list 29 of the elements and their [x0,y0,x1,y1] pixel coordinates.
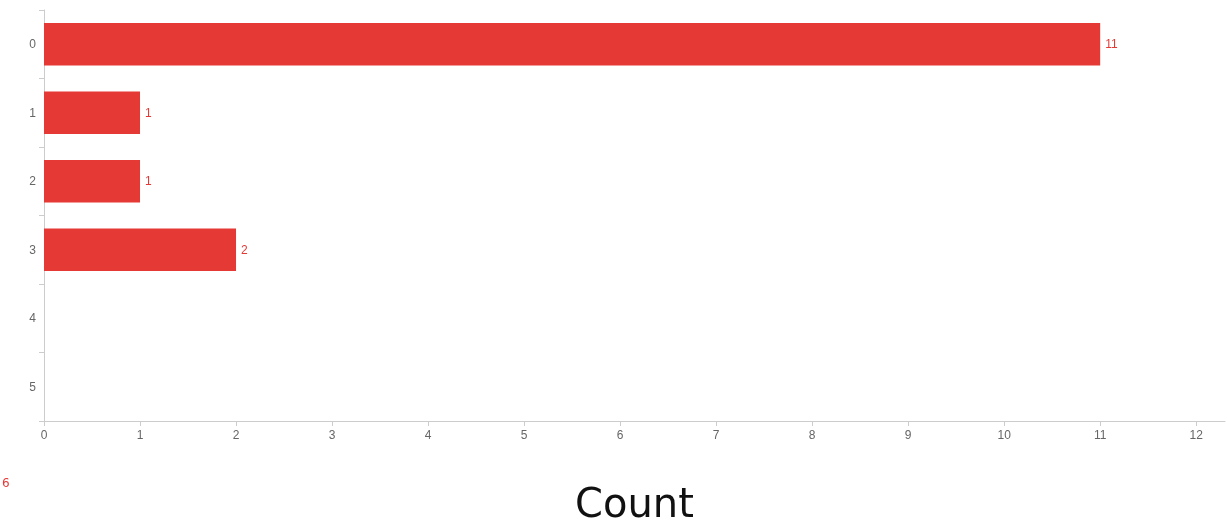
x-tick-label: 8 [808,428,816,442]
bar [44,160,141,203]
x-tick-label: 9 [904,428,912,442]
x-tick-label: 5 [520,428,528,442]
y-tick-label: 3 [29,242,37,257]
x-tick-label: 4 [424,428,432,442]
data-label: 1 [145,105,153,120]
x-tick-label: 3 [328,428,336,442]
text: 6 [2,476,10,490]
x-tick-label: 6 [616,428,624,442]
y-tick-label: 0 [29,37,37,52]
x-axis-title: Count [575,480,694,526]
x-tick-label: 0 [40,428,48,442]
y-tick-label: 4 [29,311,37,326]
x-tick-label: 10 [997,428,1012,442]
x-tick-label: 12 [1189,428,1204,442]
data-label: 2 [241,242,249,257]
data-label: 1 [145,174,153,189]
data-label: 11 [1105,37,1118,52]
bar [44,228,237,271]
x-tick-label: 2 [232,428,240,442]
x-tick-label: 1 [136,428,144,442]
bar [44,91,141,134]
x-tick-label: 7 [712,428,720,442]
y-tick-label: 1 [29,105,37,120]
x-tick-label: 11 [1093,428,1107,442]
bar [44,23,1101,66]
y-tick-label: 2 [29,174,37,189]
y-tick-label: 5 [29,379,37,394]
